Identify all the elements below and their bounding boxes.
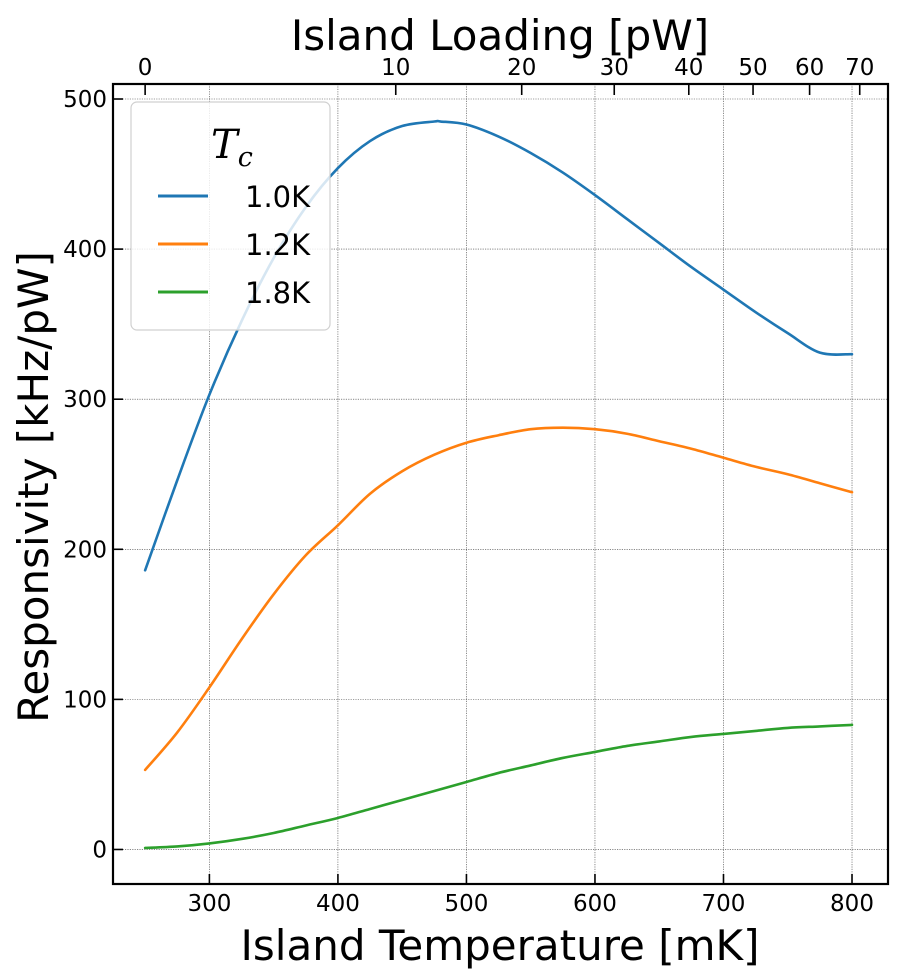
- y-tick-label: 200: [63, 537, 107, 563]
- top-tick-label: 10: [381, 55, 410, 81]
- y-tick-label: 500: [63, 87, 107, 113]
- x-tick-label: 600: [573, 891, 617, 917]
- x-tick-label: 400: [316, 891, 360, 917]
- legend-label: 1.8K: [245, 276, 311, 310]
- top-tick-label: 70: [845, 55, 874, 81]
- legend-label: 1.0K: [245, 180, 311, 214]
- legend-label: 1.2K: [245, 228, 311, 262]
- plot-frame: [111, 82, 890, 886]
- series-line-1-8k: [143, 723, 854, 850]
- top-tick-label: 40: [674, 55, 703, 81]
- legend-title-subscript: c: [238, 142, 253, 173]
- legend-title-main: T: [211, 122, 241, 168]
- top-tick-label: 20: [507, 55, 536, 81]
- y-tick-label: 400: [63, 237, 107, 263]
- legend: Tc 1.0K 1.2K 1.8K: [130, 101, 331, 331]
- top-tick-label: 30: [600, 55, 629, 81]
- y-tick-label: 0: [92, 837, 107, 863]
- grid-layer: [113, 84, 888, 884]
- y-tick-label: 100: [63, 687, 107, 713]
- x-tick-label: 300: [187, 891, 231, 917]
- x-tick-label: 500: [444, 891, 488, 917]
- legend-box: [130, 101, 331, 331]
- top-tick-label: 50: [738, 55, 767, 81]
- x-tick-label: 700: [702, 891, 746, 917]
- top-x-axis-label: Island Loading [pW]: [291, 11, 709, 60]
- tick-layer: 300 400 500 600 700 800 0 100 200 300 400 500 0 10 20 3…: [63, 55, 874, 917]
- y-axis-label: Responsivity [kHz/pW]: [9, 251, 58, 723]
- series-line-1-2k: [143, 426, 854, 772]
- y-tick-label: 300: [63, 387, 107, 413]
- x-tick-label: 800: [830, 891, 874, 917]
- x-axis-label: Island Temperature [mK]: [241, 921, 760, 970]
- legend-title: Tc: [211, 122, 253, 173]
- top-tick-label: 0: [138, 55, 153, 81]
- top-tick-label: 60: [795, 55, 824, 81]
- legend-items: 1.0K 1.2K 1.8K: [158, 180, 311, 310]
